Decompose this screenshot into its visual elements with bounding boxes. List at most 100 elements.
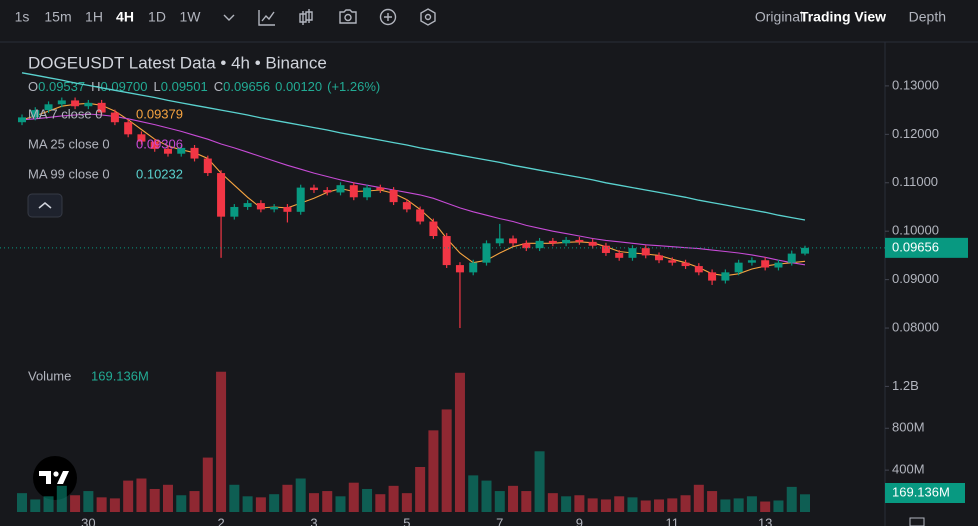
candle-body xyxy=(57,100,66,105)
ohlc-item: O xyxy=(28,79,38,94)
interval-button[interactable]: 1H xyxy=(85,9,103,25)
candle-body xyxy=(615,252,624,258)
candle-body xyxy=(482,243,491,263)
view-tab[interactable]: Original xyxy=(755,9,803,25)
candle-body xyxy=(601,245,610,253)
price-tick-label: 0.10000 xyxy=(892,223,939,238)
volume-bar xyxy=(773,500,784,512)
ohlc-item: L xyxy=(154,79,161,94)
candle-body xyxy=(163,148,172,154)
candle-type-icon[interactable] xyxy=(299,9,313,25)
interval-dropdown[interactable] xyxy=(223,14,235,21)
date-label: 7 xyxy=(496,515,503,526)
candle-body xyxy=(124,122,133,135)
candle-body xyxy=(455,265,464,273)
ma-legend-name: MA 99 close 0 xyxy=(28,166,110,181)
volume-bar xyxy=(574,495,585,512)
ohlc-item: (+1.26%) xyxy=(327,79,380,94)
volume-bar xyxy=(202,457,213,512)
settings-icon[interactable] xyxy=(420,8,436,26)
interval-button[interactable]: 1D xyxy=(148,9,166,25)
volume-bar xyxy=(494,491,505,512)
volume-bar xyxy=(401,493,412,512)
candle-body xyxy=(31,110,40,118)
candle-body xyxy=(44,104,53,111)
volume-bar xyxy=(375,494,386,512)
volume-bar xyxy=(335,496,346,512)
volume-bar xyxy=(786,486,797,512)
volume-bar xyxy=(454,372,465,512)
volume-bar xyxy=(216,371,227,512)
candle-body xyxy=(323,190,332,193)
interval-button[interactable]: 4H xyxy=(116,9,134,25)
add-icon[interactable] xyxy=(379,8,397,26)
volume-bar xyxy=(56,485,67,512)
volume-value: 169.136M xyxy=(91,368,149,383)
date-label: 9 xyxy=(576,515,583,526)
candle-body xyxy=(469,262,478,273)
candle-body xyxy=(150,141,159,149)
volume-bar xyxy=(733,498,744,512)
chart-title: DOGEUSDT Latest Data • 4h • Binance xyxy=(28,53,327,72)
volume-bar xyxy=(534,451,545,512)
volume-bar xyxy=(415,466,426,512)
snapshot-icon[interactable] xyxy=(339,9,357,24)
volume-bar xyxy=(800,494,810,512)
volume-bar xyxy=(481,480,492,512)
volume-bar xyxy=(282,484,293,512)
volume-bar xyxy=(70,495,81,512)
moving-average xyxy=(21,72,806,221)
volume-bar xyxy=(746,496,757,512)
candle-body xyxy=(416,209,425,222)
view-tab[interactable]: Depth xyxy=(909,9,946,25)
last-price-label: 0.09656 xyxy=(892,239,939,254)
price-tick-label: 0.12000 xyxy=(892,126,939,141)
date-label: 5 xyxy=(403,515,410,526)
candle-body xyxy=(389,190,398,203)
view-tab[interactable]: Trading View xyxy=(800,9,886,25)
candle-body xyxy=(721,272,730,281)
volume-bar xyxy=(707,491,718,512)
candle-body xyxy=(256,203,265,210)
toolbar-icons[interactable] xyxy=(223,8,436,26)
candle-body xyxy=(734,262,743,273)
collapse-arrow xyxy=(38,202,52,209)
candle-body xyxy=(774,262,783,268)
candle-body xyxy=(761,260,770,268)
volume-bar xyxy=(587,498,598,512)
volume-bar xyxy=(176,495,187,512)
volume-bar xyxy=(162,484,173,512)
price-tick-label: 0.13000 xyxy=(892,77,939,92)
date-label: 3 xyxy=(310,515,317,526)
interval-button[interactable]: 15m xyxy=(44,9,71,25)
volume-bar xyxy=(308,493,319,512)
volume-bar xyxy=(640,500,651,512)
volume-bar xyxy=(123,480,134,512)
candle-body xyxy=(137,134,146,142)
volume-bar xyxy=(229,484,240,512)
volume-bar xyxy=(388,485,399,512)
volume-bar xyxy=(255,497,266,512)
collapse-button[interactable] xyxy=(27,193,63,218)
ma-legend-name: MA 7 close 0 xyxy=(28,106,102,121)
last-volume-badge xyxy=(885,483,965,503)
indicator-icon[interactable] xyxy=(258,10,275,26)
moving-average xyxy=(21,102,806,277)
moving-average xyxy=(21,113,806,266)
add-plus xyxy=(384,13,392,21)
volume-bar xyxy=(295,478,306,512)
candle-body xyxy=(349,185,358,198)
candle-body xyxy=(309,187,318,191)
scale-icon[interactable] xyxy=(909,517,925,526)
interval-button[interactable]: 1W xyxy=(180,9,202,25)
candle-body xyxy=(18,117,26,123)
volume-bar xyxy=(362,488,373,512)
volume-bar xyxy=(680,495,691,512)
volume-bar xyxy=(720,499,731,512)
interval-button[interactable]: 1s xyxy=(15,9,30,25)
candle-body xyxy=(655,255,664,261)
volume-bar xyxy=(667,498,678,512)
price-tick-label: 0.09000 xyxy=(892,271,939,286)
volume-bar xyxy=(30,499,41,512)
candle-body xyxy=(668,260,677,263)
